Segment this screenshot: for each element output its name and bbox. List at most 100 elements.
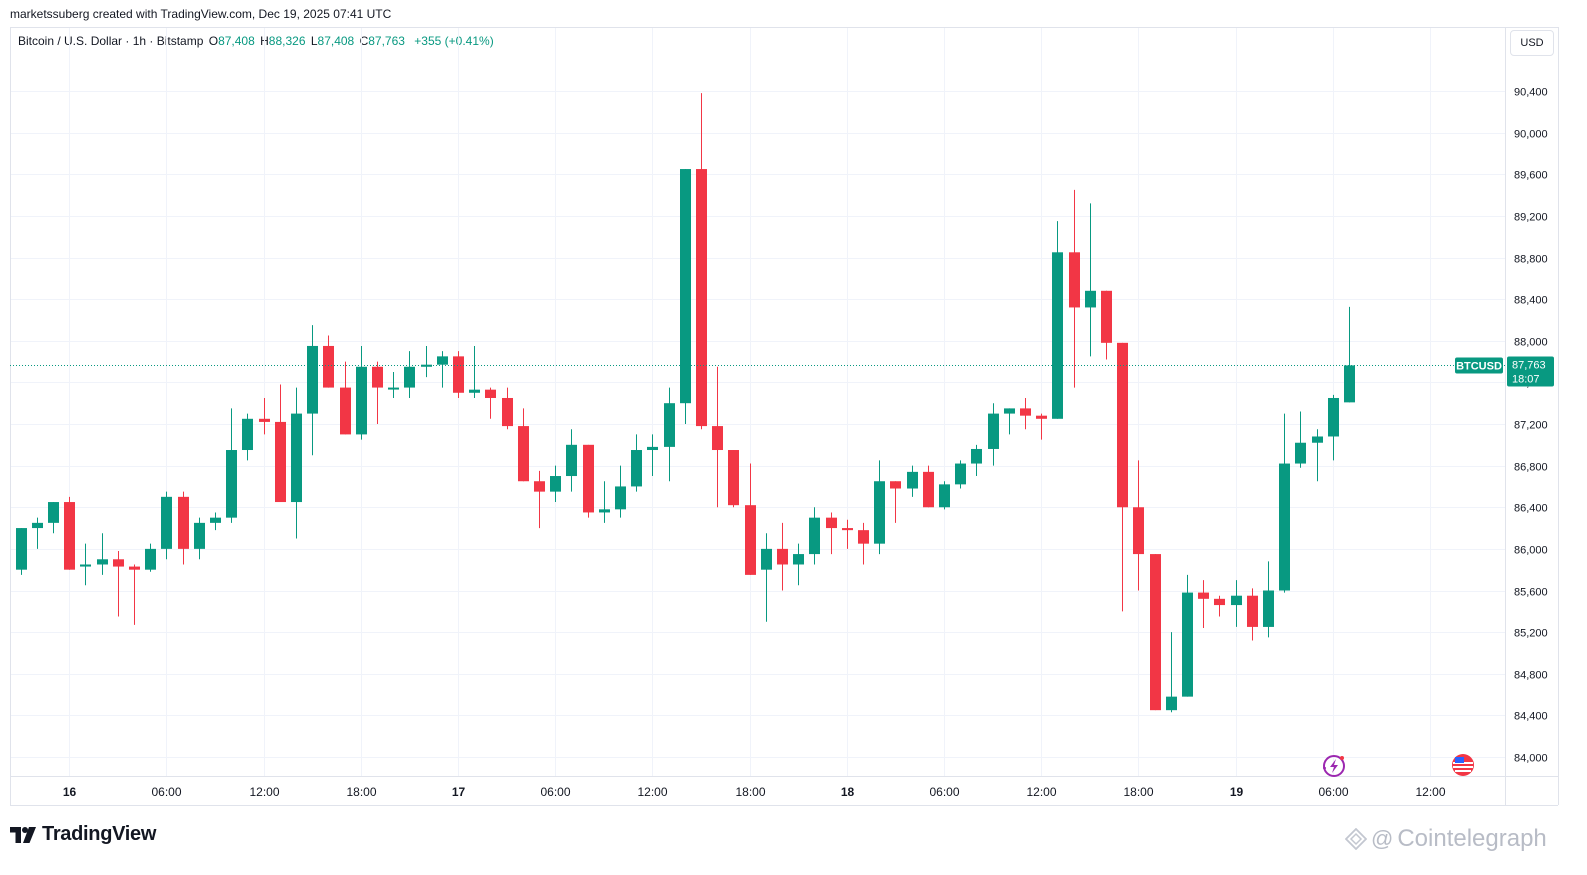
candle-body [1231,595,1242,606]
candle-down [259,397,270,435]
candle-up [16,528,27,575]
time-axis-label: 12:00 [249,785,279,799]
last-price-tag: BTCUSD 87,763 18:07 [10,356,1554,387]
candle-up [1231,580,1242,627]
cointelegraph-diamond-icon [1345,828,1367,850]
candle-up [1052,221,1063,419]
candle-body [874,481,885,544]
open-label: O [208,34,219,48]
candle-body [971,448,982,464]
candle-body [534,481,545,492]
candle-up [1295,411,1306,468]
candle-up [680,169,691,424]
candle-down [858,522,869,565]
time-axis-label: 17 [452,785,466,799]
candle-body [1101,290,1112,343]
candle-up [307,325,318,456]
price-axis-label: 86,400 [1514,503,1548,515]
time-axis-label: 16 [63,785,77,799]
time-axis-label: 18 [841,785,855,799]
candle-up [1166,632,1177,713]
candle-body [291,413,302,503]
candle-body [518,426,529,482]
candle-down [1198,580,1209,628]
symbol-tag-text: BTCUSD [1456,361,1502,373]
candle-up [356,345,367,440]
candle-down [129,564,140,625]
candle-body [64,502,75,570]
candle-down [372,361,383,424]
candle-body [161,496,172,549]
price-axis-label: 85,600 [1514,587,1548,599]
candle-body [485,389,496,398]
candle-down [1247,588,1258,641]
time-axis-label: 12:00 [637,785,667,799]
currency-button[interactable]: USD [1510,30,1554,56]
us-flag-icon[interactable] [1452,754,1474,776]
time-axis-label: 12:00 [1026,785,1056,799]
cointelegraph-watermark: @ Cointelegraph [1345,825,1547,853]
candle-body [210,517,221,523]
candle-body [1036,415,1047,419]
candle-body [323,345,334,388]
price-axis-label: 90,000 [1514,129,1548,141]
candle-body [761,548,772,570]
candle-up [874,460,885,555]
candle-up [550,465,561,503]
candle-body [404,366,415,388]
candle-down [826,512,837,555]
candle-up [1328,394,1339,461]
time-axis-label: 06:00 [151,785,181,799]
close-value: 87,763 [368,34,405,48]
candle-up [647,434,658,477]
time-axis-label: 12:00 [1415,785,1445,799]
candle-body [890,481,901,489]
candle-body [728,450,739,506]
candle-body [1214,598,1225,606]
change-value: +355 (+0.41%) [414,34,494,48]
price-axis-label: 90,400 [1514,87,1548,99]
candle-down [1150,554,1161,711]
candle-down [178,491,189,565]
price-axis[interactable]: 84,000 84,400 84,800 85,200 85,600 86,000 86,4… [1514,87,1548,765]
candle-body [647,446,658,451]
candle-body [97,559,108,565]
price-axis-label: 84,000 [1514,753,1548,765]
candle-body [1182,592,1193,697]
candle-up [161,491,172,560]
price-axis-label: 89,600 [1514,170,1548,182]
candle-body [809,517,820,555]
candle-body [340,387,351,435]
candle-body [226,450,237,518]
candle-body [988,413,999,449]
watermark-at-icon: @ [1371,826,1394,851]
candle-body [858,530,869,544]
time-axis-label: 06:00 [1318,785,1348,799]
candle-up [1312,429,1323,482]
candle-down [745,463,756,575]
candle-body [955,463,966,485]
time-axis[interactable]: 16 06:00 12:00 18:00 17 06:00 12:00 18:00 18 06:0… [63,785,1446,799]
candle-down [518,408,529,482]
replay-lightning-icon[interactable] [1323,755,1345,777]
candle-body [259,418,270,422]
candle-up [566,429,577,492]
time-axis-label: 18:00 [735,785,765,799]
candle-body [307,345,318,414]
candle-down [1036,413,1047,440]
candle-up [242,413,253,461]
candle-up [226,408,237,523]
price-tag-bg [1507,356,1554,387]
candle-body [469,389,480,393]
candle-body [696,169,707,427]
candle-body [599,509,610,513]
time-axis-label: 19 [1230,785,1244,799]
candle-up [437,351,448,388]
candle-up [809,507,820,565]
tradingview-logo[interactable]: TradingView [10,823,156,846]
grid-lines [10,27,1505,776]
price-axis-label: 88,000 [1514,337,1548,349]
candle-body [275,421,286,503]
symbol-title[interactable]: Bitcoin / U.S. Dollar · 1h · Bitstamp [18,34,204,48]
